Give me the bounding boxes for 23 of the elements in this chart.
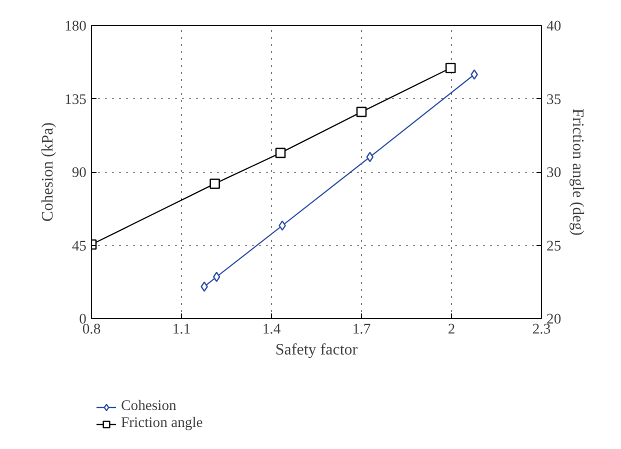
- y-tick-label: 135: [64, 92, 86, 108]
- point: [275, 148, 286, 158]
- legend-label: Cohesion: [121, 398, 176, 415]
- x-axis-title: Safety factor: [275, 342, 358, 358]
- y2-tick-label: 25: [546, 238, 562, 254]
- point: [445, 62, 456, 74]
- y2-tick-label: 35: [546, 92, 562, 108]
- x-tick-label: 1.4: [262, 322, 282, 338]
- y2-tick-label: 30: [546, 165, 562, 181]
- y-tick-label: 180: [64, 18, 86, 34]
- point: [212, 272, 220, 282]
- y2-axis-title: Friction angle (deg): [569, 108, 586, 236]
- point: [210, 178, 220, 189]
- point: [366, 152, 374, 162]
- x-tick-label: 1.1: [172, 322, 191, 338]
- y-axis-title: Cohesion (kPa): [40, 122, 57, 222]
- x-tick-label: 1.7: [352, 322, 371, 338]
- x-tick-label: 2: [448, 322, 456, 338]
- legend-label: Friction angle: [121, 415, 203, 432]
- point: [356, 106, 367, 118]
- y2-tick-label: 40: [546, 18, 562, 34]
- y-tick-label: 90: [72, 165, 86, 181]
- y-tick-label: 45: [72, 238, 86, 254]
